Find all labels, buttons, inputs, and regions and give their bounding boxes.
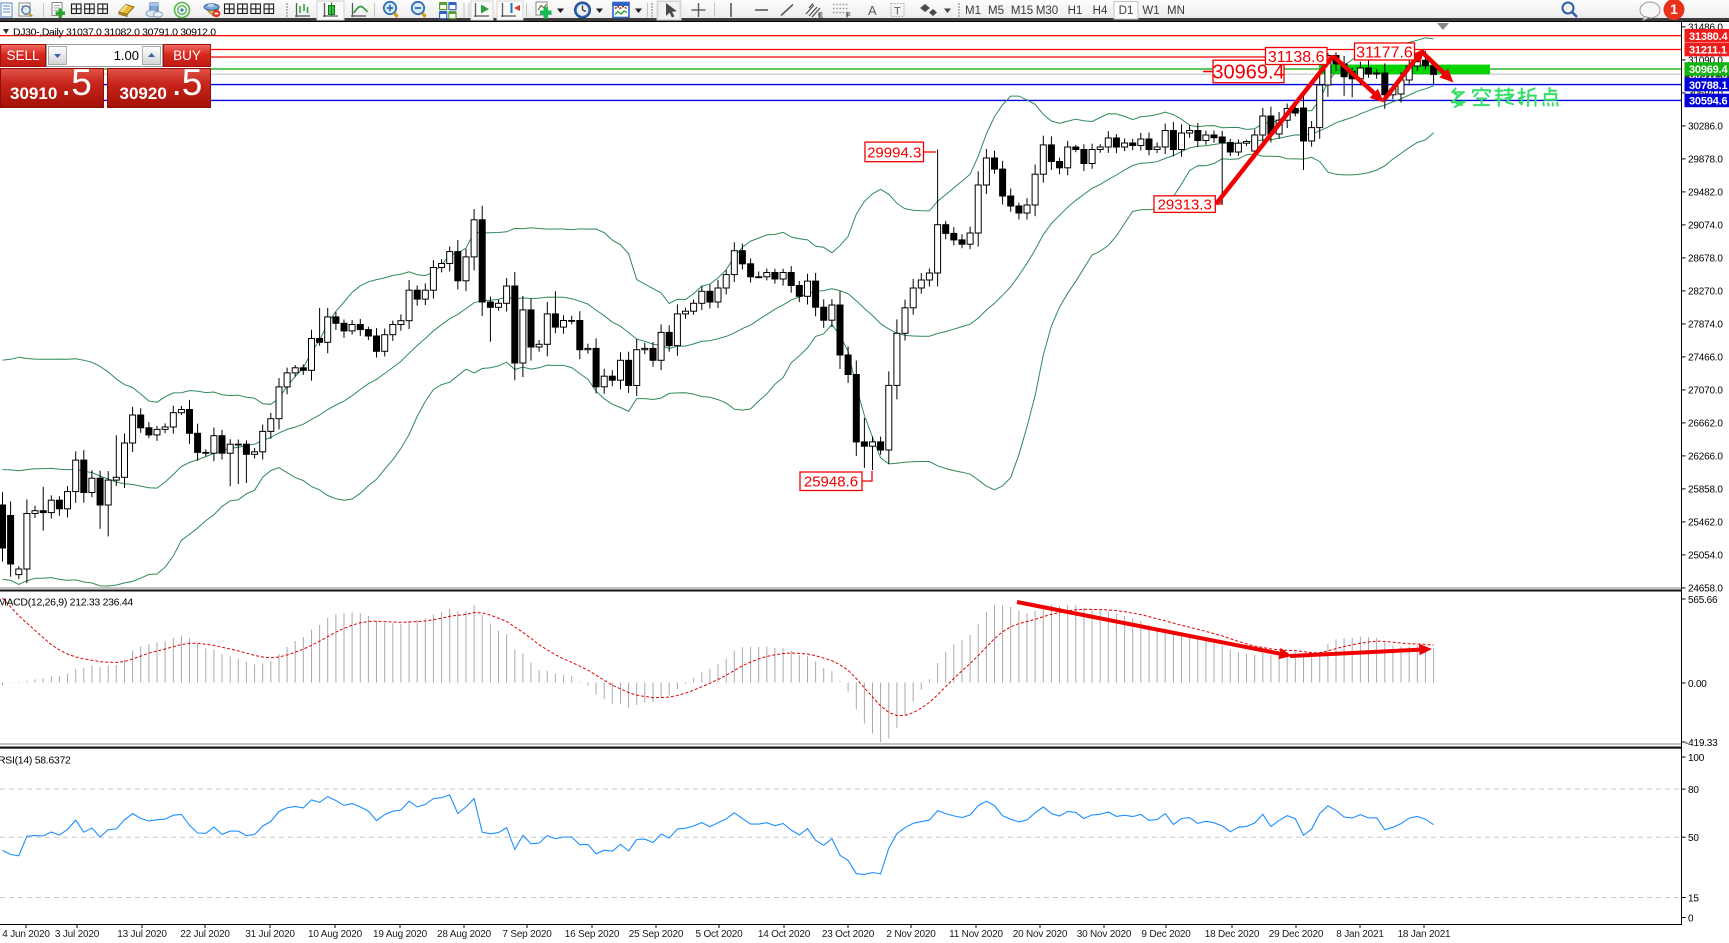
- svg-text:MN: MN: [1167, 5, 1185, 17]
- svg-text:23 Oct 2020: 23 Oct 2020: [822, 929, 875, 940]
- svg-text:27070.0: 27070.0: [1688, 386, 1723, 397]
- svg-text:M30: M30: [1036, 5, 1058, 17]
- svg-text:29 Dec 2020: 29 Dec 2020: [1269, 929, 1324, 940]
- svg-text:1: 1: [1670, 2, 1678, 17]
- svg-text:27466.0: 27466.0: [1688, 353, 1723, 364]
- svg-text:565.66: 565.66: [1688, 595, 1718, 606]
- svg-text:DJ30-,Daily 31037.0 31082.0 3: DJ30-,Daily 31037.0 31082.0 30791.0 3091…: [13, 27, 216, 39]
- svg-text:80: 80: [1688, 785, 1699, 796]
- svg-text:0: 0: [1688, 913, 1694, 924]
- svg-text:26662.0: 26662.0: [1688, 419, 1723, 430]
- svg-text:50: 50: [1688, 833, 1699, 844]
- svg-text:25948.6: 25948.6: [804, 474, 858, 491]
- svg-text:22 Jul 2020: 22 Jul 2020: [180, 929, 230, 940]
- svg-text:F: F: [846, 11, 851, 20]
- svg-text:RSI(14) 58.6372: RSI(14) 58.6372: [0, 755, 71, 767]
- svg-text:14 Oct 2020: 14 Oct 2020: [758, 929, 811, 940]
- svg-text:25462.0: 25462.0: [1688, 518, 1723, 529]
- svg-text:T: T: [894, 6, 901, 18]
- svg-text:28 Aug 2020: 28 Aug 2020: [437, 929, 492, 940]
- svg-text:M15: M15: [1011, 5, 1033, 17]
- svg-text:29313.3: 29313.3: [1158, 197, 1212, 214]
- svg-text:30594.6: 30594.6: [1689, 96, 1727, 108]
- svg-text:31380.4: 31380.4: [1689, 31, 1728, 43]
- svg-text:25 Sep 2020: 25 Sep 2020: [629, 929, 684, 940]
- svg-text:30788.1: 30788.1: [1689, 80, 1727, 92]
- svg-text:M5: M5: [988, 5, 1004, 17]
- svg-text:25858.0: 25858.0: [1688, 485, 1723, 496]
- svg-text:9 Dec 2020: 9 Dec 2020: [1141, 929, 1191, 940]
- svg-text:3 Jul 2020: 3 Jul 2020: [55, 929, 100, 940]
- svg-text:20 Nov 2020: 20 Nov 2020: [1013, 929, 1068, 940]
- svg-text:MACD(12,26,9) 212.33 236.44: MACD(12,26,9) 212.33 236.44: [0, 597, 133, 609]
- svg-text:2 Nov 2020: 2 Nov 2020: [886, 929, 936, 940]
- svg-text:30 Nov 2020: 30 Nov 2020: [1077, 929, 1132, 940]
- svg-text:31090.0: 31090.0: [1688, 56, 1723, 67]
- svg-text:H1: H1: [1068, 5, 1083, 17]
- svg-text:0.00: 0.00: [1688, 679, 1707, 690]
- svg-text:5 Oct 2020: 5 Oct 2020: [696, 929, 744, 940]
- svg-text:31 Jul 2020: 31 Jul 2020: [245, 929, 295, 940]
- svg-text:31211.1: 31211.1: [1689, 45, 1727, 57]
- svg-text:27874.0: 27874.0: [1688, 320, 1723, 331]
- svg-text:-419.33: -419.33: [1685, 738, 1718, 749]
- svg-text:D1: D1: [1119, 5, 1134, 17]
- svg-text:M1: M1: [965, 5, 981, 17]
- svg-text:18 Dec 2020: 18 Dec 2020: [1205, 929, 1260, 940]
- svg-text:28270.0: 28270.0: [1688, 287, 1723, 298]
- svg-text:30969.4: 30969.4: [1212, 62, 1284, 84]
- svg-text:4 Jun 2020: 4 Jun 2020: [2, 929, 50, 940]
- svg-text:10 Aug 2020: 10 Aug 2020: [308, 929, 363, 940]
- svg-text:11 Nov 2020: 11 Nov 2020: [949, 929, 1003, 940]
- svg-text:31138.6: 31138.6: [1268, 49, 1325, 66]
- svg-text:31486.0: 31486.0: [1688, 23, 1723, 34]
- svg-text:13 Jul 2020: 13 Jul 2020: [117, 929, 167, 940]
- svg-text:16 Sep 2020: 16 Sep 2020: [565, 929, 620, 940]
- svg-text:30969.4: 30969.4: [1689, 64, 1728, 76]
- svg-text:H4: H4: [1093, 5, 1108, 17]
- svg-text:29994.3: 29994.3: [867, 144, 921, 161]
- svg-text:7 Sep 2020: 7 Sep 2020: [502, 929, 552, 940]
- svg-text:26266.0: 26266.0: [1688, 452, 1723, 463]
- svg-text:15: 15: [1688, 893, 1699, 904]
- svg-text:18 Jan 2021: 18 Jan 2021: [1398, 929, 1451, 940]
- svg-text:29074.0: 29074.0: [1688, 221, 1723, 232]
- svg-text:100: 100: [1688, 753, 1705, 764]
- svg-text:29482.0: 29482.0: [1688, 188, 1723, 199]
- svg-text:29878.0: 29878.0: [1688, 155, 1723, 166]
- svg-text:25054.0: 25054.0: [1688, 551, 1723, 562]
- svg-text:31177.6: 31177.6: [1356, 44, 1413, 61]
- svg-text:8 Jan 2021: 8 Jan 2021: [1336, 929, 1384, 940]
- svg-text:W1: W1: [1142, 5, 1159, 17]
- svg-text:30286.0: 30286.0: [1688, 122, 1723, 133]
- svg-text:E: E: [818, 11, 823, 20]
- svg-text:19 Aug 2020: 19 Aug 2020: [373, 929, 428, 940]
- svg-text:A: A: [868, 3, 877, 18]
- svg-text:24658.0: 24658.0: [1688, 584, 1723, 595]
- svg-text:28678.0: 28678.0: [1688, 254, 1723, 265]
